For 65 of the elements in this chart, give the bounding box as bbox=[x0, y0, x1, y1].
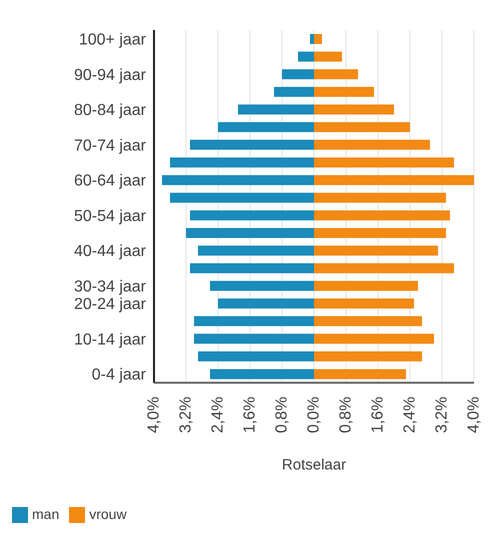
bar bbox=[170, 192, 314, 203]
y-tick-label: 80-84 jaar bbox=[74, 102, 147, 120]
y-tick-label: 10-14 jaar bbox=[74, 331, 147, 348]
x-tick-label: 3,2% bbox=[434, 396, 450, 434]
x-tick-label: 4,0% bbox=[146, 396, 162, 434]
bar bbox=[190, 210, 314, 220]
bar bbox=[194, 316, 314, 326]
bar bbox=[314, 316, 422, 326]
y-tick-label: 70-74 jaar bbox=[74, 137, 147, 154]
x-tick-label: 2,4% bbox=[402, 396, 418, 434]
bar bbox=[314, 210, 450, 220]
bar bbox=[314, 86, 374, 97]
x-tick-label: 0,0% bbox=[306, 396, 322, 434]
x-axis-title: Rotselaar bbox=[282, 456, 346, 474]
bar bbox=[314, 157, 454, 168]
bar bbox=[198, 351, 314, 362]
bar bbox=[314, 298, 414, 309]
bar bbox=[274, 86, 314, 97]
x-tick-label: 3,2% bbox=[178, 396, 194, 434]
legend-label: man bbox=[32, 506, 60, 522]
x-tick-label: 1,6% bbox=[242, 396, 258, 434]
bar bbox=[314, 140, 430, 150]
y-tick-label: 60-64 jaar bbox=[74, 172, 147, 190]
bar bbox=[314, 246, 438, 256]
bar bbox=[162, 175, 314, 186]
bar bbox=[314, 69, 358, 80]
bar bbox=[314, 52, 342, 62]
bar bbox=[218, 122, 314, 132]
bar bbox=[170, 157, 314, 168]
bar bbox=[314, 192, 446, 203]
y-tick-label: 30-34 jaar bbox=[74, 278, 147, 296]
bar bbox=[314, 280, 418, 291]
x-tick-label: 0,8% bbox=[274, 396, 290, 434]
bar bbox=[310, 34, 314, 44]
y-tick-label: 40-44 jaar bbox=[74, 243, 147, 260]
bar bbox=[282, 69, 314, 80]
bar bbox=[314, 334, 434, 344]
y-tick-label: 20-24 jaar bbox=[74, 296, 147, 314]
bar bbox=[186, 228, 314, 238]
bar bbox=[314, 369, 406, 380]
y-tick-label: 90-94 jaar bbox=[74, 66, 147, 84]
bar bbox=[314, 34, 322, 44]
x-tick-label: 1,6% bbox=[370, 396, 386, 434]
bar bbox=[198, 246, 314, 256]
bar bbox=[314, 104, 394, 115]
x-tick-label: 4,0% bbox=[466, 396, 482, 434]
x-tick-label: 0,8% bbox=[338, 396, 354, 434]
bar bbox=[314, 228, 446, 238]
bar bbox=[314, 263, 454, 274]
x-tick-label: 2,4% bbox=[210, 396, 226, 434]
bar bbox=[190, 263, 314, 274]
legend-label: vrouw bbox=[89, 506, 127, 522]
bar bbox=[238, 104, 314, 115]
bar bbox=[314, 122, 410, 132]
bar bbox=[210, 280, 314, 291]
bar bbox=[314, 175, 474, 186]
y-tick-label: 50-54 jaar bbox=[74, 208, 147, 225]
y-tick-label: 100+ jaar bbox=[78, 32, 147, 48]
bar bbox=[298, 52, 314, 62]
bar bbox=[218, 298, 314, 309]
bar bbox=[194, 334, 314, 344]
bar bbox=[314, 351, 422, 362]
bar bbox=[190, 140, 314, 150]
bar bbox=[210, 369, 314, 380]
y-tick-label: 0-4 jaar bbox=[92, 366, 147, 384]
